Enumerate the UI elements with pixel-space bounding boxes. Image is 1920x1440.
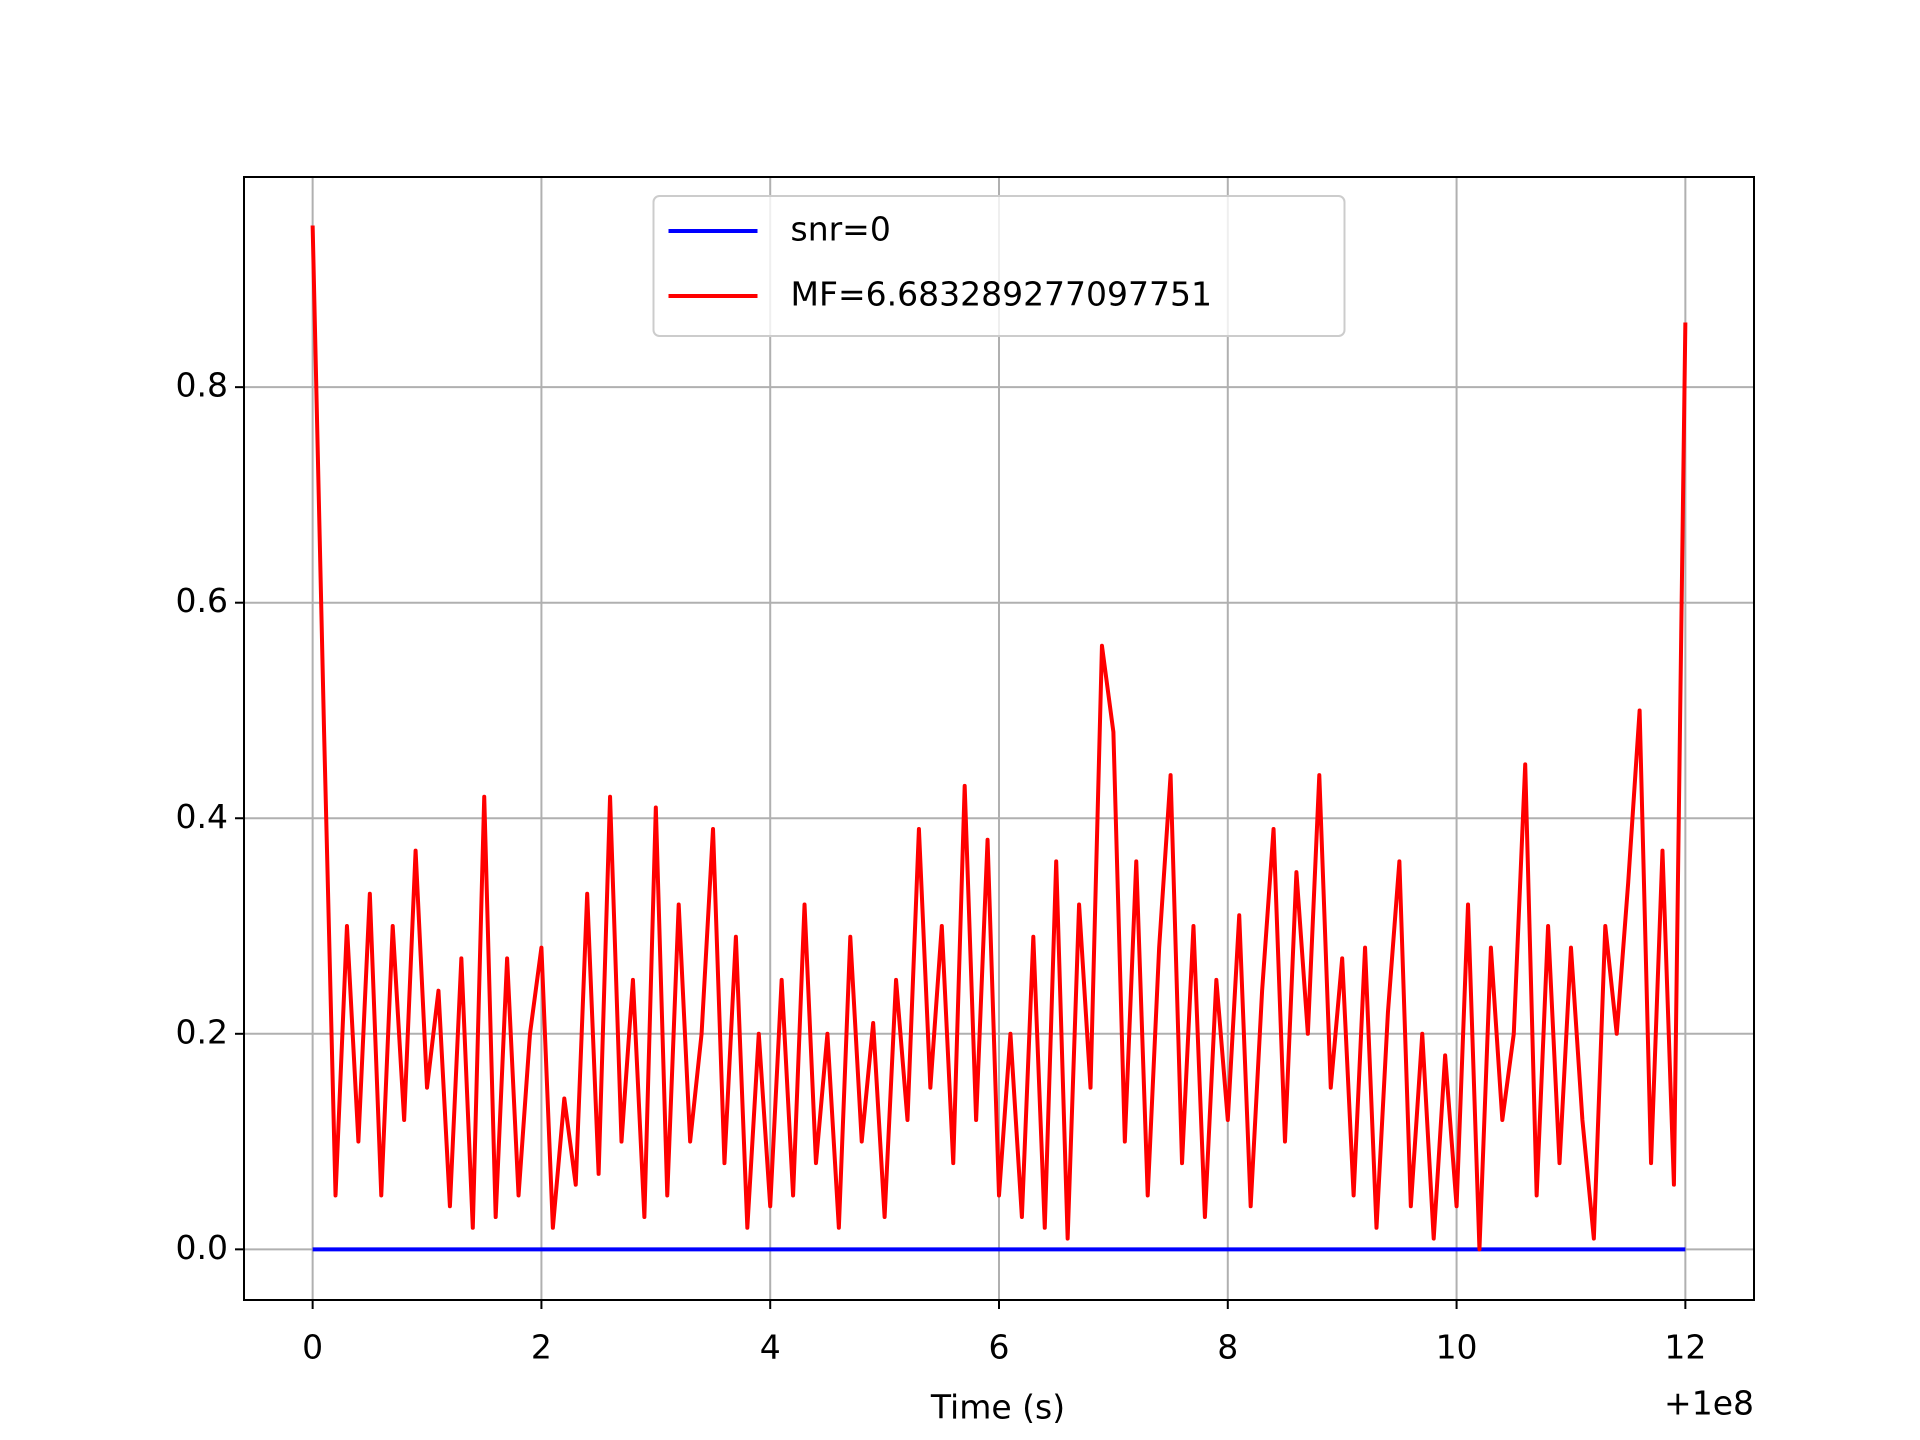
x-tick-label: 0: [302, 1328, 323, 1367]
x-offset-label: +1e8: [1664, 1384, 1754, 1423]
y-tick-label: 0.6: [176, 581, 228, 620]
x-tick-label: 10: [1436, 1328, 1478, 1367]
data-line: [310, 225, 1688, 1252]
x-tick-label: 8: [1217, 1328, 1238, 1367]
y-tick-label: 0.4: [176, 797, 228, 836]
x-tick-label: 6: [989, 1328, 1010, 1367]
legend-label: snr=0: [791, 210, 891, 249]
plot-frame: [243, 176, 1755, 1301]
x-tick-label: 12: [1664, 1328, 1706, 1367]
legend-label: MF=6.683289277097751: [791, 275, 1213, 314]
x-tick-label: 4: [760, 1328, 781, 1367]
y-tick-label: 0.2: [176, 1012, 228, 1051]
x-axis-label: Time (s): [930, 1388, 1065, 1427]
y-tick-label: 0.0: [176, 1228, 228, 1267]
x-tick-label: 2: [531, 1328, 552, 1367]
legend-box: [652, 195, 1346, 337]
y-tick-label: 0.8: [176, 366, 228, 405]
